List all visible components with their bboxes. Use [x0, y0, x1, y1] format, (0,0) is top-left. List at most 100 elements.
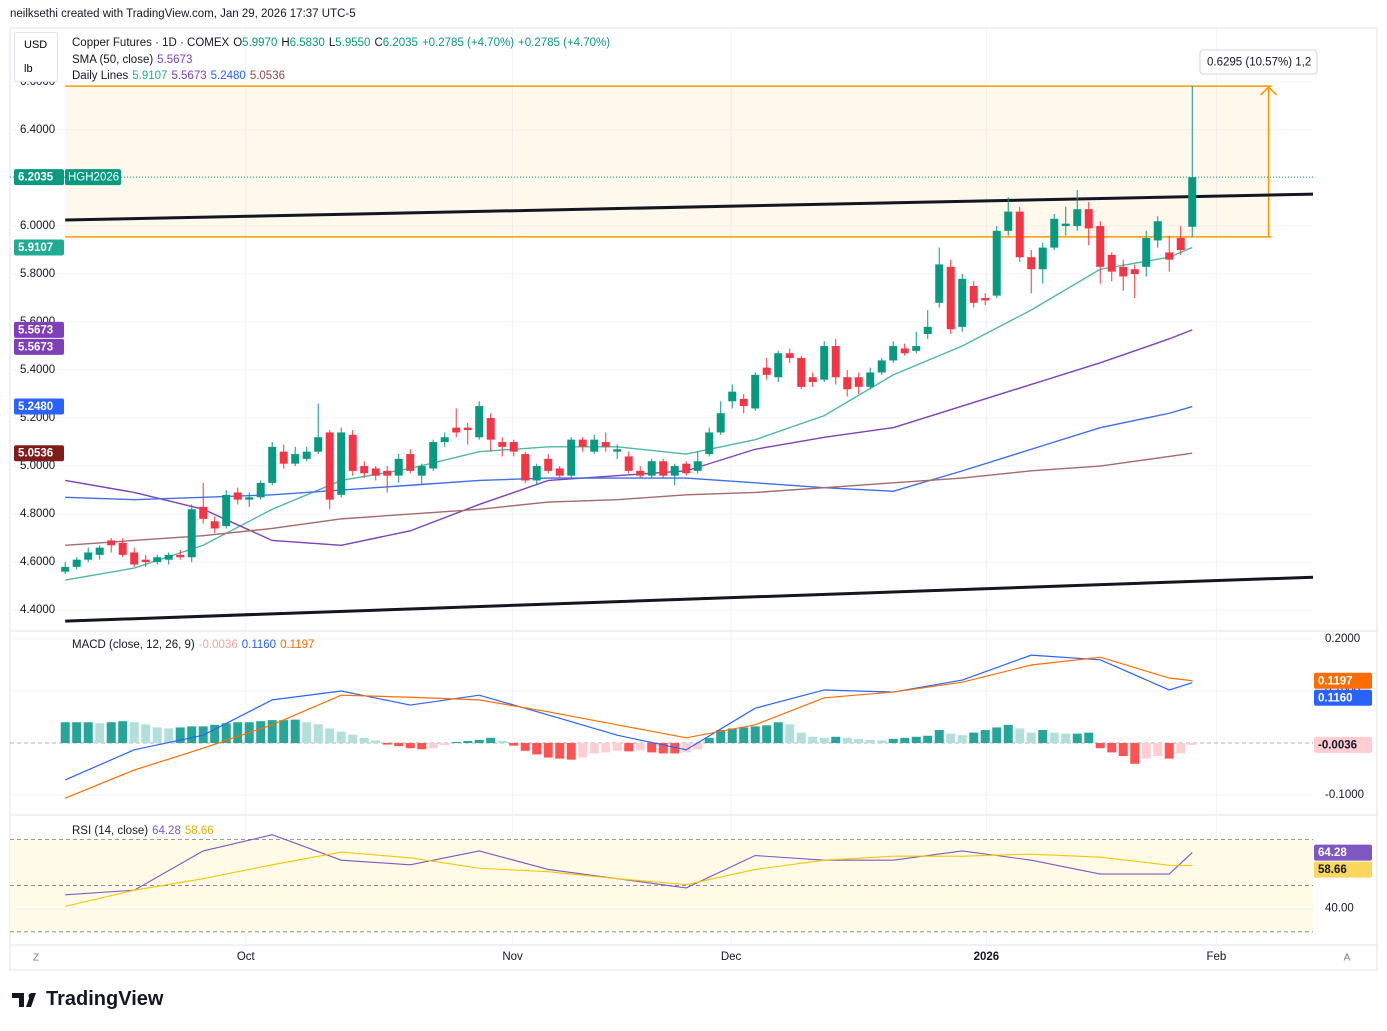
candle-body — [498, 442, 507, 447]
indicator-name: MACD (close, 12, 26, 9) — [72, 639, 195, 651]
histogram-bar — [95, 723, 105, 744]
indicator-value: 5.5673 — [171, 70, 207, 82]
unit[interactable]: lb — [24, 63, 33, 75]
histogram-bar — [1026, 732, 1036, 744]
candle-body — [624, 456, 633, 471]
ohlc-key: C — [374, 37, 383, 49]
ohlc-key: O — [233, 37, 243, 49]
candle-body — [969, 286, 978, 303]
histogram-bar — [325, 728, 335, 744]
histogram-bar — [980, 730, 990, 744]
histogram-bar — [957, 735, 967, 744]
x-tick-label: Nov — [502, 951, 523, 963]
candle-body — [935, 264, 944, 303]
brand-logo — [12, 992, 39, 1007]
histogram-bar — [394, 743, 404, 747]
candle-body — [199, 506, 208, 519]
histogram-bar — [279, 720, 289, 744]
candle-body — [1027, 257, 1036, 270]
histogram-bar — [290, 719, 300, 744]
rsi-legend: RSI (14, close) 64.28 58.66 — [72, 825, 218, 837]
candle-body — [1015, 211, 1024, 258]
legend-row: SMA (50, close) 5.5673 — [72, 52, 614, 69]
histogram-bar — [118, 721, 128, 744]
candle-body — [1073, 209, 1082, 227]
candle-body — [371, 468, 380, 476]
trendline — [65, 192, 1314, 222]
candle-body — [797, 358, 806, 387]
brand: TradingView — [12, 988, 163, 1011]
candle-body — [383, 470, 392, 476]
candle-body — [84, 552, 93, 560]
change-value: +0.2785 (+4.70%) — [518, 37, 611, 49]
histogram-bar — [405, 743, 415, 749]
histogram-bar — [83, 722, 93, 744]
price-badge — [1314, 672, 1372, 689]
range-box — [65, 86, 1272, 237]
candle-body — [820, 346, 829, 380]
histogram-bar — [1061, 733, 1071, 744]
candle-body — [1119, 266, 1128, 277]
histogram-bar — [520, 743, 530, 751]
symbol-badge-label: HGH2026 — [68, 172, 119, 184]
candle-body — [187, 509, 196, 558]
indicator-value: 58.66 — [184, 825, 214, 837]
histogram-bar — [992, 727, 1002, 744]
indicator-value: 0.1197 — [280, 639, 315, 651]
ohlc-value: 6.5830 — [289, 37, 325, 49]
price-badge-label: 58.66 — [1318, 864, 1347, 876]
indicator-line — [65, 452, 1193, 546]
histogram-bar — [141, 724, 151, 744]
candle-body — [429, 442, 438, 469]
histogram-bar — [451, 741, 461, 744]
histogram-bar — [428, 743, 438, 749]
candle-body — [613, 449, 622, 452]
y-tick-label: 4.8000 — [20, 508, 55, 520]
indicator-line — [65, 834, 1193, 896]
x-tick-label: Oct — [237, 951, 256, 963]
candle-body — [1107, 254, 1116, 272]
histogram-bar — [1049, 732, 1059, 744]
header-text: neilksethi created with TradingView.com,… — [10, 8, 356, 20]
histogram-bar — [221, 723, 231, 744]
histogram-bar — [1164, 743, 1174, 759]
currency[interactable]: USD — [24, 39, 48, 51]
price-badge — [1314, 861, 1372, 878]
candle-body — [693, 461, 702, 471]
price-badge — [14, 398, 64, 415]
auto-scale-left[interactable]: Z — [33, 953, 39, 964]
indicator-value: 5.5673 — [157, 53, 193, 66]
candle-body — [521, 454, 530, 481]
histogram-bar — [106, 722, 116, 744]
ohlc-key: H — [281, 37, 290, 49]
candle-body — [659, 461, 668, 476]
y-tick-label: 5.2000 — [20, 412, 55, 424]
candle-body — [394, 458, 403, 476]
histogram-bar — [359, 737, 369, 744]
price-badge-label: 5.5673 — [18, 324, 53, 336]
candle-body — [636, 470, 645, 476]
price-badge-label: 64.28 — [1318, 847, 1347, 859]
y-tick-label: -0.1000 — [1325, 789, 1364, 801]
unit-selector[interactable]: USD lb — [14, 32, 58, 82]
chart-frame — [9, 27, 1378, 971]
price-badge — [14, 169, 64, 186]
histogram-bar — [865, 739, 875, 744]
candle-body — [360, 466, 369, 474]
x-tick-label: Feb — [1206, 951, 1226, 963]
histogram-bar — [877, 740, 887, 744]
histogram-bar — [796, 732, 806, 744]
y-tick-label: 6.0000 — [20, 220, 55, 232]
indicator-value: 0.1160 — [241, 639, 277, 651]
candle-body — [130, 552, 139, 565]
indicator-name: Daily Lines — [72, 70, 129, 82]
histogram-bar — [1038, 730, 1048, 744]
candle-body — [785, 353, 794, 359]
histogram-bar — [934, 730, 944, 744]
auto-scale-right[interactable]: A — [1344, 953, 1351, 964]
price-legend: Copper Futures · 1D · COMEX O5.9970 H6.583… — [72, 35, 614, 85]
candle-body — [831, 346, 840, 378]
histogram-bar — [658, 743, 668, 754]
candle-body — [889, 346, 898, 361]
